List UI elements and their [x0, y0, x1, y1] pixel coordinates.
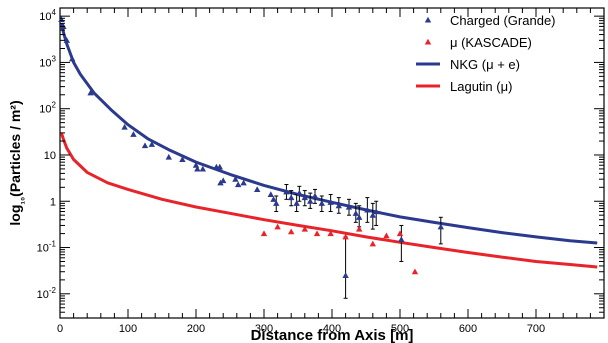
data-point: [342, 233, 349, 240]
data-point: [369, 240, 376, 247]
data-point: [283, 188, 290, 195]
data-point: [398, 236, 405, 242]
data-point: [274, 223, 281, 230]
legend-label: Lagutin (μ): [450, 79, 512, 94]
data-point: [373, 208, 380, 215]
data-point: [327, 230, 334, 237]
data-point: [194, 165, 201, 172]
y-tick-label: 10: [44, 150, 56, 162]
x-tick-label: 0: [57, 323, 63, 335]
data-point: [141, 142, 149, 149]
data-point: [356, 225, 363, 232]
data-point: [293, 200, 300, 206]
data-point: [345, 203, 353, 210]
series-curve: [59, 132, 598, 269]
data-point: [87, 89, 94, 96]
data-point: [313, 230, 321, 237]
data-point: [288, 194, 295, 201]
legend-label: Charged (Grande): [450, 13, 556, 28]
data-point: [296, 189, 303, 196]
data-point: [311, 192, 319, 199]
x-tick-label: 200: [187, 323, 205, 335]
axis-ticks: 0 100 200 300 400 500 600 700 10-2 10-1 1 10 102 103 1…: [37, 8, 605, 335]
y-tick-label: 102: [39, 101, 56, 116]
y-tick-label: 1: [50, 196, 56, 208]
data-point: [260, 230, 268, 237]
data-point: [301, 194, 308, 201]
data-point: [270, 196, 277, 202]
data-point: [216, 163, 223, 170]
y-tick-label: 10-1: [37, 240, 57, 255]
x-tick-label: 600: [459, 323, 477, 335]
data-point: [273, 200, 280, 206]
data-point: [437, 223, 444, 230]
data-point: [267, 191, 274, 198]
series-curve: [59, 22, 598, 245]
data-point: [199, 165, 206, 172]
data-point: [369, 211, 376, 218]
y-tick-label: 104: [39, 8, 56, 23]
legend-label: NKG (μ + e): [450, 57, 520, 72]
x-tick-label: 300: [255, 323, 273, 335]
plot-frame: [59, 7, 605, 319]
data-point: [342, 272, 349, 278]
data-point: [254, 186, 261, 192]
data-point: [396, 230, 404, 237]
data-point: [234, 181, 242, 188]
curves-layer: [59, 22, 598, 269]
data-point: [364, 206, 371, 213]
x-tick-label: 500: [391, 323, 409, 335]
legend-marker: [424, 16, 432, 23]
data-point: [307, 198, 314, 204]
data-point: [327, 199, 334, 205]
error-bars: [274, 184, 443, 299]
data-point: [148, 141, 155, 147]
data-point: [318, 200, 325, 206]
x-axis-title: Distance from Axis [m]: [251, 327, 414, 343]
data-points: [58, 16, 444, 278]
data-point: [165, 153, 172, 160]
data-point: [220, 177, 227, 184]
data-point: [411, 268, 419, 275]
data-point: [356, 214, 363, 220]
x-tick-label: 400: [323, 323, 341, 335]
data-point: [130, 131, 137, 137]
data-point: [69, 55, 76, 62]
data-point: [288, 228, 295, 235]
data-point: [121, 123, 128, 130]
data-point: [179, 156, 186, 163]
data-point: [352, 210, 359, 216]
data-point: [232, 175, 239, 182]
x-tick-label: 100: [119, 323, 137, 335]
data-point: [383, 232, 390, 239]
x-tick-label: 700: [527, 323, 545, 335]
legend: Charged (Grande) μ (KASCADE) NKG (μ + e) La…: [416, 13, 556, 94]
legend-marker: [424, 38, 432, 45]
plot-area: [59, 7, 605, 319]
data-point: [335, 202, 342, 209]
data-point: [63, 37, 70, 43]
y-tick-label: 103: [39, 54, 56, 69]
data-point: [301, 225, 308, 232]
data-point: [240, 179, 247, 186]
y-tick-label: 10-2: [37, 286, 57, 301]
legend-label: μ (KASCADE): [450, 35, 532, 50]
y-axis-title: log₁₀(Particles / m²): [7, 100, 26, 225]
